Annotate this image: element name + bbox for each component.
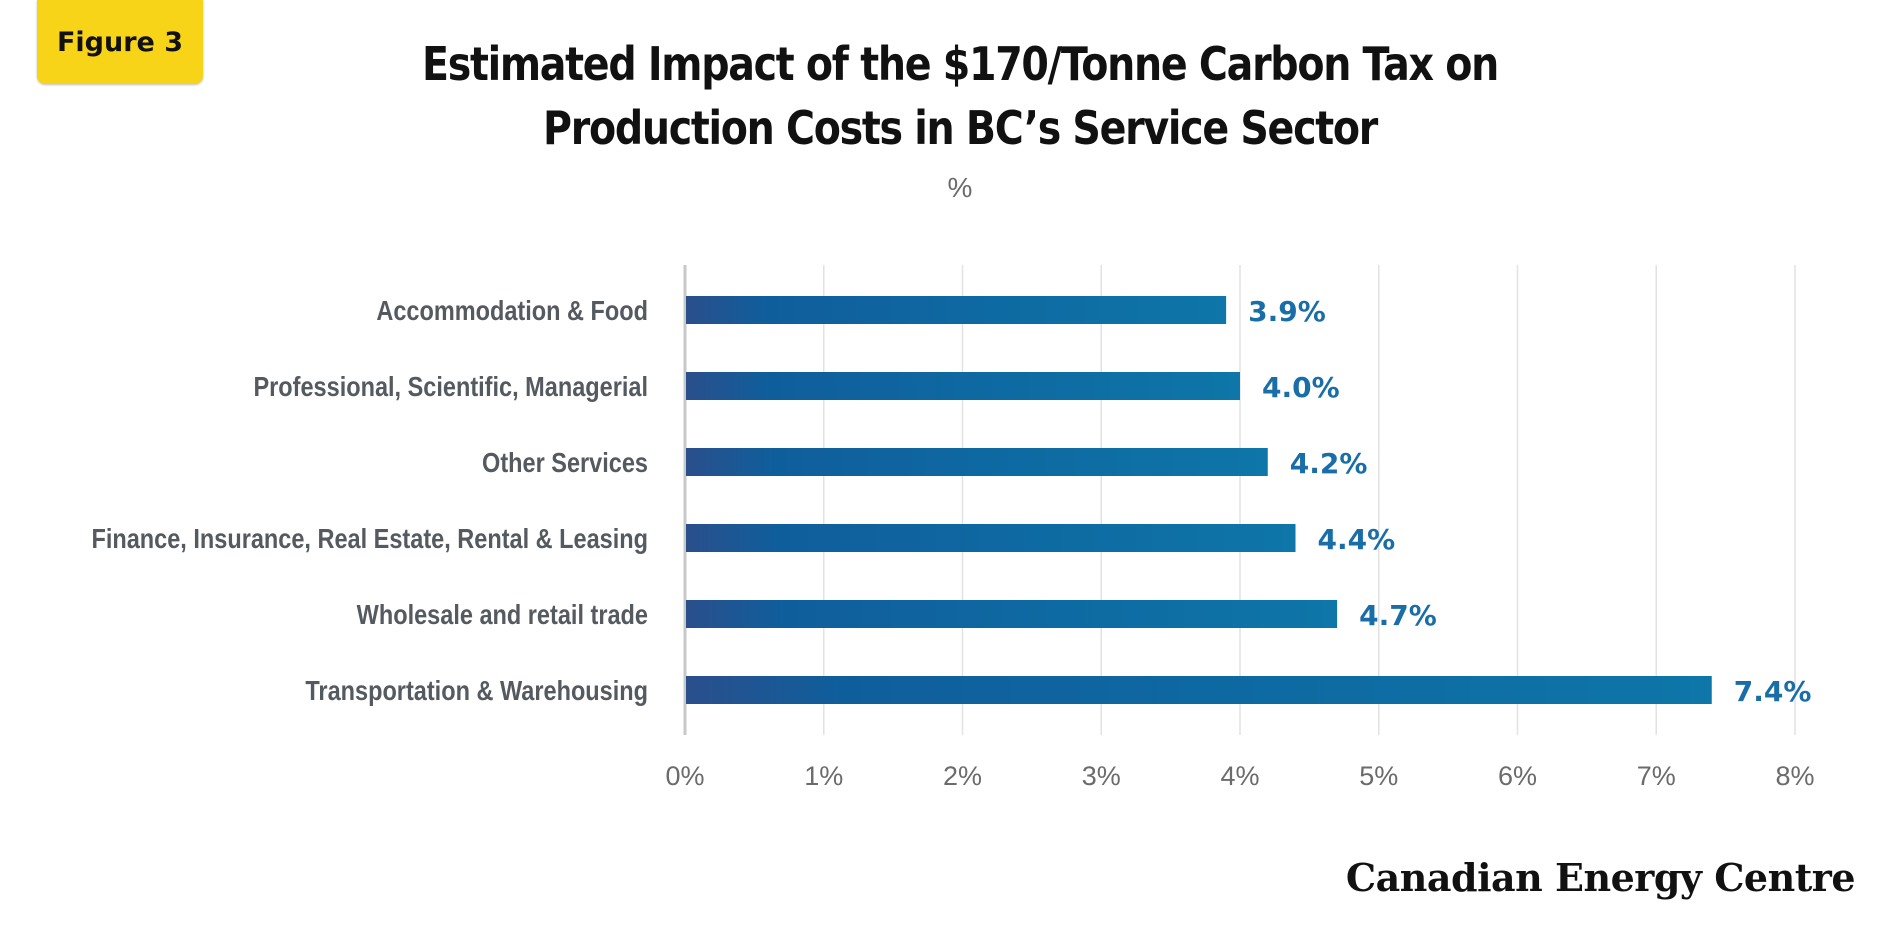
gridlines bbox=[823, 265, 1796, 735]
figure-badge: Figure 3 bbox=[37, 0, 203, 84]
x-tick-labels: 0% 1% 2% 3% 4% 5% 6% 7% 8% bbox=[665, 761, 1814, 791]
data-labels: 3.9% 4.0% 4.2% 4.4% 4.7% 7.4% bbox=[1248, 295, 1811, 708]
data-label: 3.9% bbox=[1248, 295, 1326, 328]
x-tick-label: 6% bbox=[1498, 761, 1537, 791]
category-labels: Accommodation & Food Professional, Scient… bbox=[91, 296, 648, 706]
chart-title-line-1: Estimated Impact of the $170/Tonne Carbo… bbox=[421, 37, 1499, 91]
x-tick-label: 5% bbox=[1359, 761, 1398, 791]
bar bbox=[686, 448, 1268, 476]
bar bbox=[686, 676, 1712, 704]
bar bbox=[686, 600, 1338, 628]
x-tick-label: 7% bbox=[1637, 761, 1676, 791]
category-label: Wholesale and retail trade bbox=[357, 600, 648, 630]
data-label: 4.0% bbox=[1262, 371, 1340, 404]
x-tick-label: 2% bbox=[943, 761, 982, 791]
data-label: 7.4% bbox=[1734, 675, 1812, 708]
chart-title: Estimated Impact of the $170/Tonne Carbo… bbox=[349, 32, 1570, 160]
category-label: Other Services bbox=[482, 448, 648, 478]
category-label: Transportation & Warehousing bbox=[305, 676, 648, 706]
chart-title-line-2: Production Costs in BC’s Service Sector bbox=[543, 101, 1378, 155]
x-tick-label: 4% bbox=[1220, 761, 1259, 791]
x-tick-label: 3% bbox=[1082, 761, 1121, 791]
data-label: 4.4% bbox=[1318, 523, 1396, 556]
data-label: 4.7% bbox=[1359, 599, 1437, 632]
category-label: Professional, Scientific, Managerial bbox=[253, 372, 648, 402]
x-tick-label: 0% bbox=[665, 761, 704, 791]
bars bbox=[686, 296, 1712, 704]
x-tick-label: 1% bbox=[804, 761, 843, 791]
data-label: 4.2% bbox=[1290, 447, 1368, 480]
bar bbox=[686, 372, 1240, 400]
bar bbox=[686, 524, 1296, 552]
category-label: Accommodation & Food bbox=[376, 296, 648, 326]
brand-logo: Canadian Energy Centre bbox=[1345, 855, 1856, 900]
chart-subtitle: % bbox=[947, 172, 973, 203]
x-tick-label: 8% bbox=[1775, 761, 1814, 791]
category-label: Finance, Insurance, Real Estate, Rental … bbox=[91, 524, 648, 554]
bar bbox=[686, 296, 1227, 324]
bar-chart: 3.9% 4.0% 4.2% 4.4% 4.7% 7.4% Accommodation &… bbox=[91, 265, 1815, 791]
